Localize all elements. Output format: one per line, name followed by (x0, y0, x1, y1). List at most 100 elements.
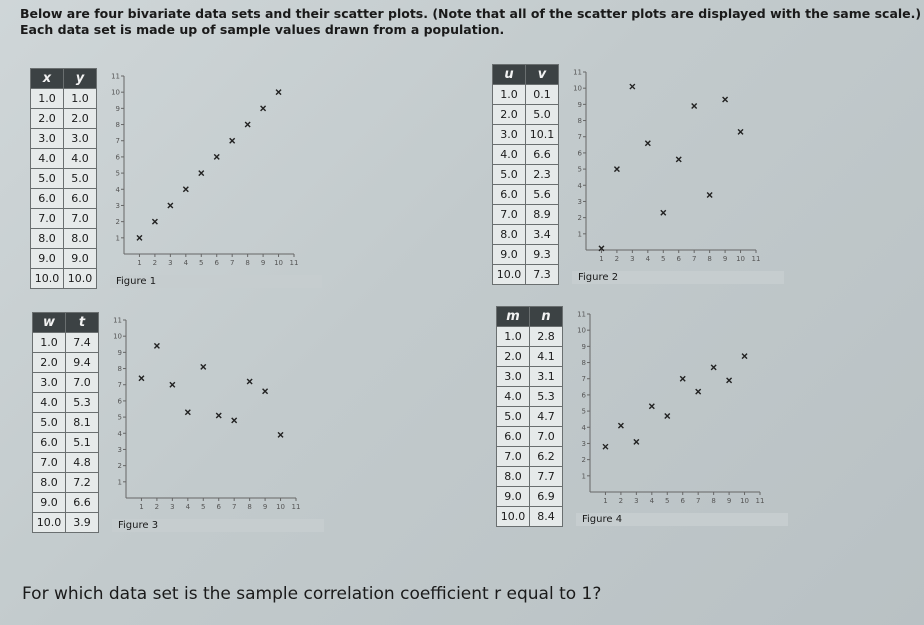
table-cell: 8.0 (496, 466, 530, 487)
data-point (277, 431, 284, 438)
y-tick-label: 4 (582, 424, 587, 432)
table-cell: 6.0 (32, 432, 66, 453)
data-point (629, 83, 636, 90)
table-row: 2.0 4.1 (496, 346, 563, 367)
y-tick-label: 3 (116, 202, 120, 210)
y-tick-label: 5 (578, 166, 582, 174)
data-point (648, 403, 655, 410)
table-cell: 10.1 (525, 124, 559, 145)
y-tick-label: 4 (118, 430, 123, 438)
data-point (200, 363, 207, 370)
table-cell: 4.0 (492, 144, 526, 165)
y-tick-label: 6 (582, 391, 587, 399)
data-set: x y 1.0 1.0 2.0 2.0 3.0 3.0 4.0 4.0 5.0 5.0 6.0 6.0 7.… (30, 68, 360, 293)
table-cell: 5.3 (529, 386, 563, 407)
data-point (710, 364, 717, 371)
table-cell: 1.0 (496, 326, 530, 347)
table-cell: 7.0 (30, 208, 64, 229)
table-cell: 5.6 (525, 184, 559, 205)
x-tick-label: 9 (727, 497, 731, 505)
table-row: 6.0 7.0 (496, 426, 563, 447)
table-row: 9.0 6.9 (496, 486, 563, 507)
table-row: 3.0 3.1 (496, 366, 563, 387)
x-tick-label: 5 (661, 255, 665, 263)
x-tick-label: 3 (170, 503, 174, 511)
data-point (182, 186, 189, 193)
x-tick-label: 6 (676, 255, 681, 263)
y-tick-label: 10 (577, 327, 586, 335)
y-tick-label: 5 (118, 414, 122, 422)
y-tick-label: 9 (118, 349, 122, 357)
x-tick-label: 8 (245, 259, 249, 267)
x-tick-label: 7 (692, 255, 696, 263)
table-cell: 5.0 (525, 104, 559, 125)
table-cell: 1.0 (63, 88, 97, 109)
y-tick-label: 4 (116, 186, 121, 194)
table-row: 4.0 5.3 (496, 386, 563, 407)
x-tick-label: 3 (634, 497, 638, 505)
data-table: u v 1.0 0.1 2.0 5.0 3.0 10.1 4.0 6.6 5.0 2.3 6.0 5.6 7… (492, 64, 559, 285)
table-cell: 6.0 (492, 184, 526, 205)
table-cell: 5.0 (32, 412, 66, 433)
table-cell: 8.0 (492, 224, 526, 245)
x-tick-label: 8 (247, 503, 251, 511)
y-tick-label: 6 (118, 397, 123, 405)
x-tick-label: 3 (630, 255, 634, 263)
table-cell: 3.0 (496, 366, 530, 387)
table-row: 5.0 5.0 (30, 168, 97, 189)
x-tick-label: 11 (290, 259, 299, 267)
table-cell: 5.0 (492, 164, 526, 185)
y-tick-label: 1 (116, 234, 120, 242)
x-tick-label: 5 (199, 259, 203, 267)
table-row: 1.0 0.1 (492, 84, 559, 105)
table-cell: 8.9 (525, 204, 559, 225)
x-tick-label: 2 (153, 259, 157, 267)
data-point (151, 218, 158, 225)
table-row: 8.0 7.7 (496, 466, 563, 487)
table-row: 8.0 3.4 (492, 224, 559, 245)
table-cell: 7.0 (529, 426, 563, 447)
table-row: 4.0 6.6 (492, 144, 559, 165)
column-header: u (492, 64, 526, 85)
data-point (613, 166, 620, 173)
table-cell: 4.0 (63, 148, 97, 169)
data-point (215, 412, 222, 419)
table-row: 3.0 3.0 (30, 128, 97, 149)
x-tick-label: 8 (707, 255, 711, 263)
table-cell: 7.0 (65, 372, 99, 393)
data-table: w t 1.0 7.4 2.0 9.4 3.0 7.0 4.0 5.3 5.0 8.1 6.0 5.1 7.… (32, 312, 99, 533)
x-tick-label: 2 (619, 497, 623, 505)
column-header: x (30, 68, 64, 89)
column-header: w (32, 312, 66, 333)
table-row: 6.0 6.0 (30, 188, 97, 209)
x-tick-label: 5 (665, 497, 669, 505)
y-tick-label: 7 (118, 381, 122, 389)
y-tick-label: 6 (116, 153, 121, 161)
table-cell: 0.1 (525, 84, 559, 105)
column-header: m (496, 306, 530, 327)
x-tick-label: 5 (201, 503, 205, 511)
table-cell: 7.2 (65, 472, 99, 493)
data-point (213, 153, 220, 160)
data-point (679, 375, 686, 382)
data-point (231, 417, 238, 424)
x-tick-label: 11 (752, 255, 761, 263)
table-cell: 7.0 (496, 446, 530, 467)
table-row: 4.0 5.3 (32, 392, 99, 413)
table-cell: 7.3 (525, 264, 559, 285)
table-cell: 7.0 (63, 208, 97, 229)
data-point (617, 422, 624, 429)
y-tick-label: 7 (582, 375, 586, 383)
y-tick-label: 10 (113, 333, 122, 341)
x-tick-label: 11 (756, 497, 765, 505)
table-cell: 7.0 (492, 204, 526, 225)
data-point (691, 102, 698, 109)
y-tick-label: 1 (578, 230, 582, 238)
data-table: m n 1.0 2.8 2.0 4.1 3.0 3.1 4.0 5.3 5.0 4.7 6.0 7.0 7.… (496, 306, 563, 527)
